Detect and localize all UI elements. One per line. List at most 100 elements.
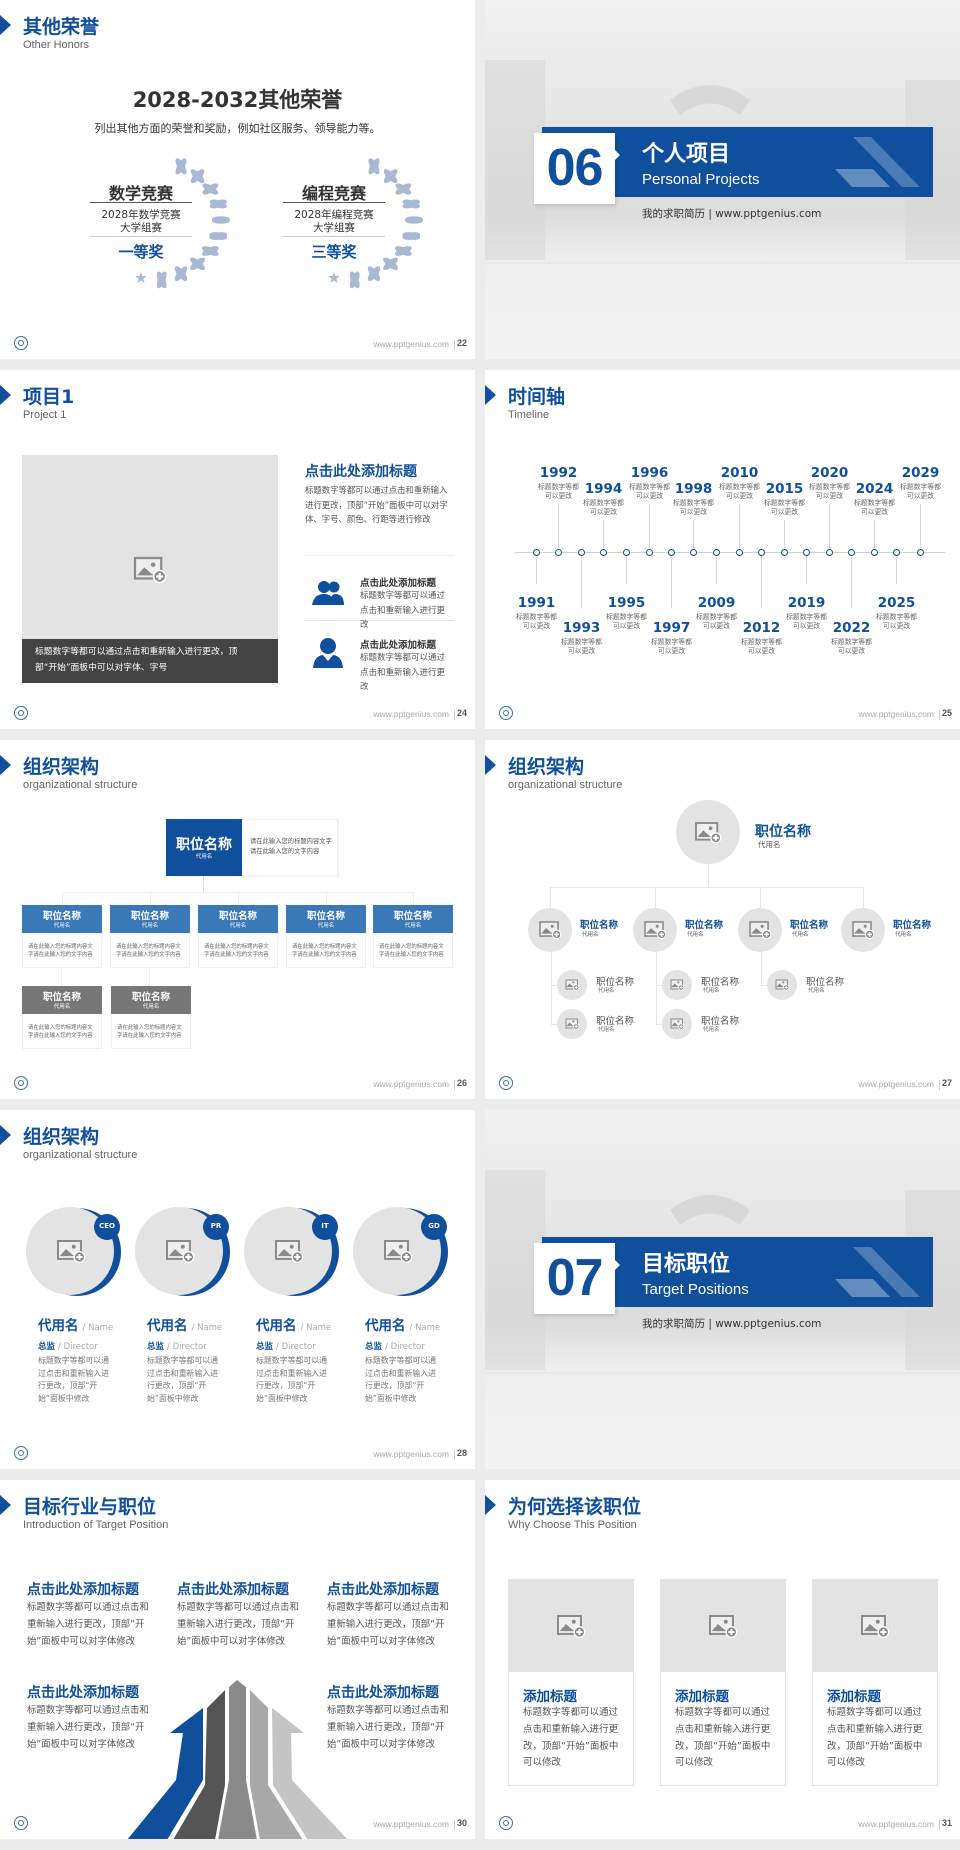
slide-24-project-1[interactable]: 项目1 Project 1 www.pptgenius.com 24 标题数字等都可以通… bbox=[0, 370, 475, 729]
top-position-box[interactable] bbox=[166, 819, 242, 876]
position-header[interactable] bbox=[286, 905, 366, 933]
block-heading[interactable]: 点击此处添加标题 bbox=[327, 1685, 439, 1701]
slide-22-other-honors[interactable]: 其他荣誉 Other Honors www.pptgenius.com 22 2028-… bbox=[0, 0, 475, 359]
footer-url[interactable]: www.pptgenius.com bbox=[373, 1449, 449, 1459]
member-role-row: 总监 / Director bbox=[147, 1334, 207, 1353]
slide-subtitle: Introduction of Target Position bbox=[23, 1519, 169, 1531]
caption-text: 标题数字等都可以通过点击和重新输入进行更改，顶部“开始”面板中可以对字体、字号 bbox=[35, 647, 238, 673]
position-alias: 代用名 bbox=[808, 988, 825, 994]
award-detail: 大学组赛 bbox=[120, 222, 162, 234]
timeline-node[interactable] bbox=[555, 549, 562, 556]
timeline-node[interactable] bbox=[826, 549, 833, 556]
member-name: 代用名 bbox=[147, 1318, 188, 1334]
wreath-leaf bbox=[175, 158, 187, 175]
timeline-node[interactable] bbox=[668, 549, 675, 556]
timeline-node[interactable] bbox=[736, 549, 743, 556]
block-heading[interactable]: 点击此处添加标题 bbox=[27, 1685, 139, 1701]
footer-url[interactable]: www.pptgenius.com bbox=[373, 1819, 449, 1829]
section-tagline[interactable]: 我的求职简历 | www.pptgenius.com bbox=[642, 208, 822, 220]
timeline-node[interactable] bbox=[533, 549, 540, 556]
timeline-node[interactable] bbox=[713, 549, 720, 556]
timeline-node[interactable] bbox=[781, 549, 788, 556]
timeline-node[interactable] bbox=[623, 549, 630, 556]
slide-title: 组织架构 bbox=[508, 756, 585, 778]
footer-url[interactable]: www.pptgenius.com bbox=[858, 1819, 934, 1829]
slide-26-org-structure[interactable]: 组织架构 organizational structure www.pptgeniu… bbox=[0, 740, 475, 1099]
section-subtitle: Target Positions bbox=[642, 1281, 749, 1298]
position-alias: 代用名 bbox=[687, 932, 704, 938]
position-header[interactable] bbox=[110, 905, 190, 933]
block-heading[interactable]: 点击此处添加标题 bbox=[27, 1582, 139, 1598]
slide-title: 项目1 bbox=[23, 386, 75, 408]
slide-28-team[interactable]: 组织架构 organizational structure www.pptgeniu… bbox=[0, 1110, 475, 1469]
timeline-text: 标题数字等都可以更改 bbox=[651, 638, 692, 655]
slide-07-target-positions[interactable]: 07 目标职位 Target Positions 我的求职简历 | www.pptge… bbox=[485, 1110, 960, 1469]
footer-divider bbox=[454, 1080, 455, 1090]
connector-line bbox=[761, 952, 762, 985]
connector-line bbox=[558, 504, 559, 548]
wreath-leaf bbox=[190, 257, 205, 271]
timeline-node[interactable] bbox=[758, 549, 765, 556]
connector-line bbox=[550, 887, 864, 888]
wreath-leaf bbox=[395, 183, 412, 195]
timeline-node[interactable] bbox=[803, 549, 810, 556]
position-desc-box bbox=[286, 933, 366, 968]
wreath-leaf bbox=[394, 246, 412, 256]
member-role: 总监 bbox=[147, 1342, 165, 1352]
award-detail: 大学组赛 bbox=[313, 222, 355, 234]
timeline-year: 1994 bbox=[584, 481, 623, 497]
notch-icon bbox=[615, 1260, 620, 1270]
timeline-node[interactable] bbox=[690, 549, 697, 556]
slide-06-personal-projects[interactable]: 06 个人项目 Personal Projects 我的求职简历 | www.pptg… bbox=[485, 0, 960, 359]
timeline-year: 2009 bbox=[697, 595, 736, 611]
section-number: 07 bbox=[546, 1249, 604, 1307]
position-header[interactable] bbox=[22, 986, 102, 1014]
slide-title: 其他荣誉 bbox=[23, 16, 100, 38]
member-name-en: / Name bbox=[300, 1323, 332, 1333]
timeline-year: 2022 bbox=[832, 620, 871, 636]
connector-line bbox=[283, 202, 385, 203]
header-arrow-icon bbox=[0, 385, 11, 405]
position-alias: 代用名 bbox=[792, 932, 809, 938]
block-heading[interactable]: 点击此处添加标题 bbox=[327, 1582, 439, 1598]
timeline-node[interactable] bbox=[646, 549, 653, 556]
logo-inner-icon bbox=[17, 1079, 24, 1086]
timeline-node[interactable] bbox=[871, 549, 878, 556]
slide-30-target-industry[interactable]: 目标行业与职位 Introduction of Target Position ww… bbox=[0, 1480, 475, 1839]
position-header[interactable] bbox=[198, 905, 278, 933]
timeline-node[interactable] bbox=[917, 549, 924, 556]
slide-25-timeline[interactable]: 时间轴 Timeline www.pptgenius.com 25 1991 标题数字等都… bbox=[485, 370, 960, 729]
footer-url[interactable]: www.pptgenius.com bbox=[373, 1079, 449, 1089]
timeline-node[interactable] bbox=[893, 549, 900, 556]
slide-27-org-structure[interactable]: 组织架构 organizational structure www.pptgeniu… bbox=[485, 740, 960, 1099]
position-header[interactable] bbox=[373, 905, 453, 933]
section-tagline[interactable]: 我的求职简历 | www.pptgenius.com bbox=[642, 1318, 822, 1330]
slide-subtitle: Why Choose This Position bbox=[508, 1519, 637, 1531]
position-name: 职位名称 bbox=[130, 911, 169, 922]
member-name-row: 代用名 / Name bbox=[147, 1314, 222, 1334]
header-arrow-icon bbox=[485, 385, 496, 405]
footer-url[interactable]: www.pptgenius.com bbox=[858, 1079, 934, 1089]
timeline-node[interactable] bbox=[600, 549, 607, 556]
position-name: 职位名称 bbox=[893, 920, 932, 931]
position-header[interactable] bbox=[111, 986, 191, 1014]
timeline-text: 标题数字等都可以更改 bbox=[583, 499, 624, 516]
image-placeholder-icon bbox=[557, 1614, 586, 1638]
position-header[interactable] bbox=[22, 905, 102, 933]
slide-31-why-choose[interactable]: 为何选择该职位 Why Choose This Position www.pptge… bbox=[485, 1480, 960, 1839]
timeline-node[interactable] bbox=[578, 549, 585, 556]
image-placeholder-icon bbox=[670, 1018, 685, 1030]
footer-url[interactable]: www.pptgenius.com bbox=[373, 709, 449, 719]
section-title: 个人项目 bbox=[642, 142, 731, 167]
footer-url[interactable]: www.pptgenius.com bbox=[858, 709, 934, 719]
timeline-year: 2025 bbox=[877, 595, 916, 611]
timeline-node[interactable] bbox=[848, 549, 855, 556]
block-heading[interactable]: 点击此处添加标题 bbox=[177, 1582, 289, 1598]
image-placeholder-icon bbox=[709, 1614, 738, 1638]
footer-url[interactable]: www.pptgenius.com bbox=[373, 339, 449, 349]
timeline-text: 标题数字等都可以更改 bbox=[831, 638, 872, 655]
award-name: 数学竞赛 bbox=[108, 184, 173, 203]
logo-icon bbox=[14, 1076, 28, 1090]
image-placeholder-icon bbox=[275, 1239, 304, 1263]
member-body: 标题数字等都可以通过点击和重新输入进行更改，顶部“开始”面板中修改 bbox=[38, 1356, 110, 1403]
